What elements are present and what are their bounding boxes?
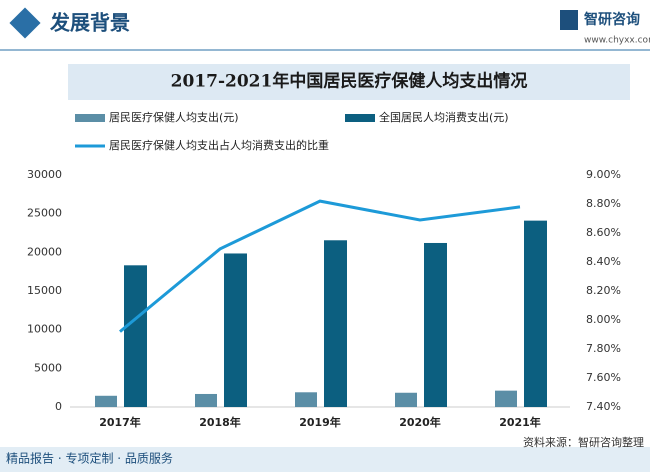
x-tick-label: 2017年 bbox=[99, 415, 141, 429]
bar bbox=[424, 242, 447, 407]
source: 资料来源：智研咨询整理 bbox=[523, 435, 644, 449]
bar bbox=[495, 390, 517, 407]
legend-label: 居民医疗保健人均支出占人均消费支出的比重 bbox=[109, 138, 329, 152]
y2-tick-label: 7.40% bbox=[586, 400, 621, 413]
x-tick-label: 2021年 bbox=[499, 415, 541, 429]
y2-tick-label: 8.20% bbox=[586, 284, 621, 297]
legend-label: 全国居民人均消费支出(元) bbox=[379, 110, 509, 124]
bar bbox=[124, 265, 147, 407]
logo-icon bbox=[560, 10, 578, 30]
bar bbox=[324, 240, 347, 407]
legend-swatch bbox=[75, 114, 105, 122]
y2-tick-label: 7.80% bbox=[586, 342, 621, 355]
y2-tick-label: 8.60% bbox=[586, 226, 621, 239]
footer-slogan: 精品报告 · 专项定制 · 品质服务 bbox=[6, 451, 173, 466]
bar bbox=[224, 253, 247, 407]
y2-tick-label: 8.40% bbox=[586, 255, 621, 268]
x-tick-label: 2020年 bbox=[399, 415, 441, 429]
y2-tick-label: 7.60% bbox=[586, 371, 621, 384]
brand: 智研咨询 bbox=[583, 11, 640, 28]
chart-title: 2017-2021年中国居民医疗保健人均支出情况 bbox=[171, 71, 528, 92]
y2-tick-label: 9.00% bbox=[586, 168, 621, 181]
y-tick-label: 10000 bbox=[27, 323, 62, 336]
y-tick-label: 0 bbox=[55, 400, 62, 413]
y-tick-label: 25000 bbox=[27, 207, 62, 220]
header-title: 发展背景 bbox=[49, 11, 130, 35]
y-tick-label: 15000 bbox=[27, 284, 62, 297]
line bbox=[119, 199, 521, 333]
legend-swatch bbox=[345, 114, 375, 122]
footer-band bbox=[0, 447, 650, 472]
legend-label: 居民医疗保健人均支出(元) bbox=[109, 110, 239, 124]
y-tick-label: 30000 bbox=[27, 168, 62, 181]
bar bbox=[524, 220, 547, 407]
x-tick-label: 2018年 bbox=[199, 415, 241, 429]
y2-tick-label: 8.80% bbox=[586, 197, 621, 210]
bar bbox=[295, 392, 317, 407]
bar bbox=[395, 392, 417, 407]
y-tick-label: 5000 bbox=[34, 361, 62, 374]
y2-tick-label: 8.00% bbox=[586, 313, 621, 326]
bar bbox=[95, 395, 117, 407]
y-tick-label: 20000 bbox=[27, 245, 62, 258]
brand-url: www.chyxx.com bbox=[584, 36, 650, 46]
title-band bbox=[68, 64, 630, 100]
x-tick-label: 2019年 bbox=[299, 415, 341, 429]
bar bbox=[195, 393, 217, 407]
header-icon bbox=[9, 7, 41, 39]
